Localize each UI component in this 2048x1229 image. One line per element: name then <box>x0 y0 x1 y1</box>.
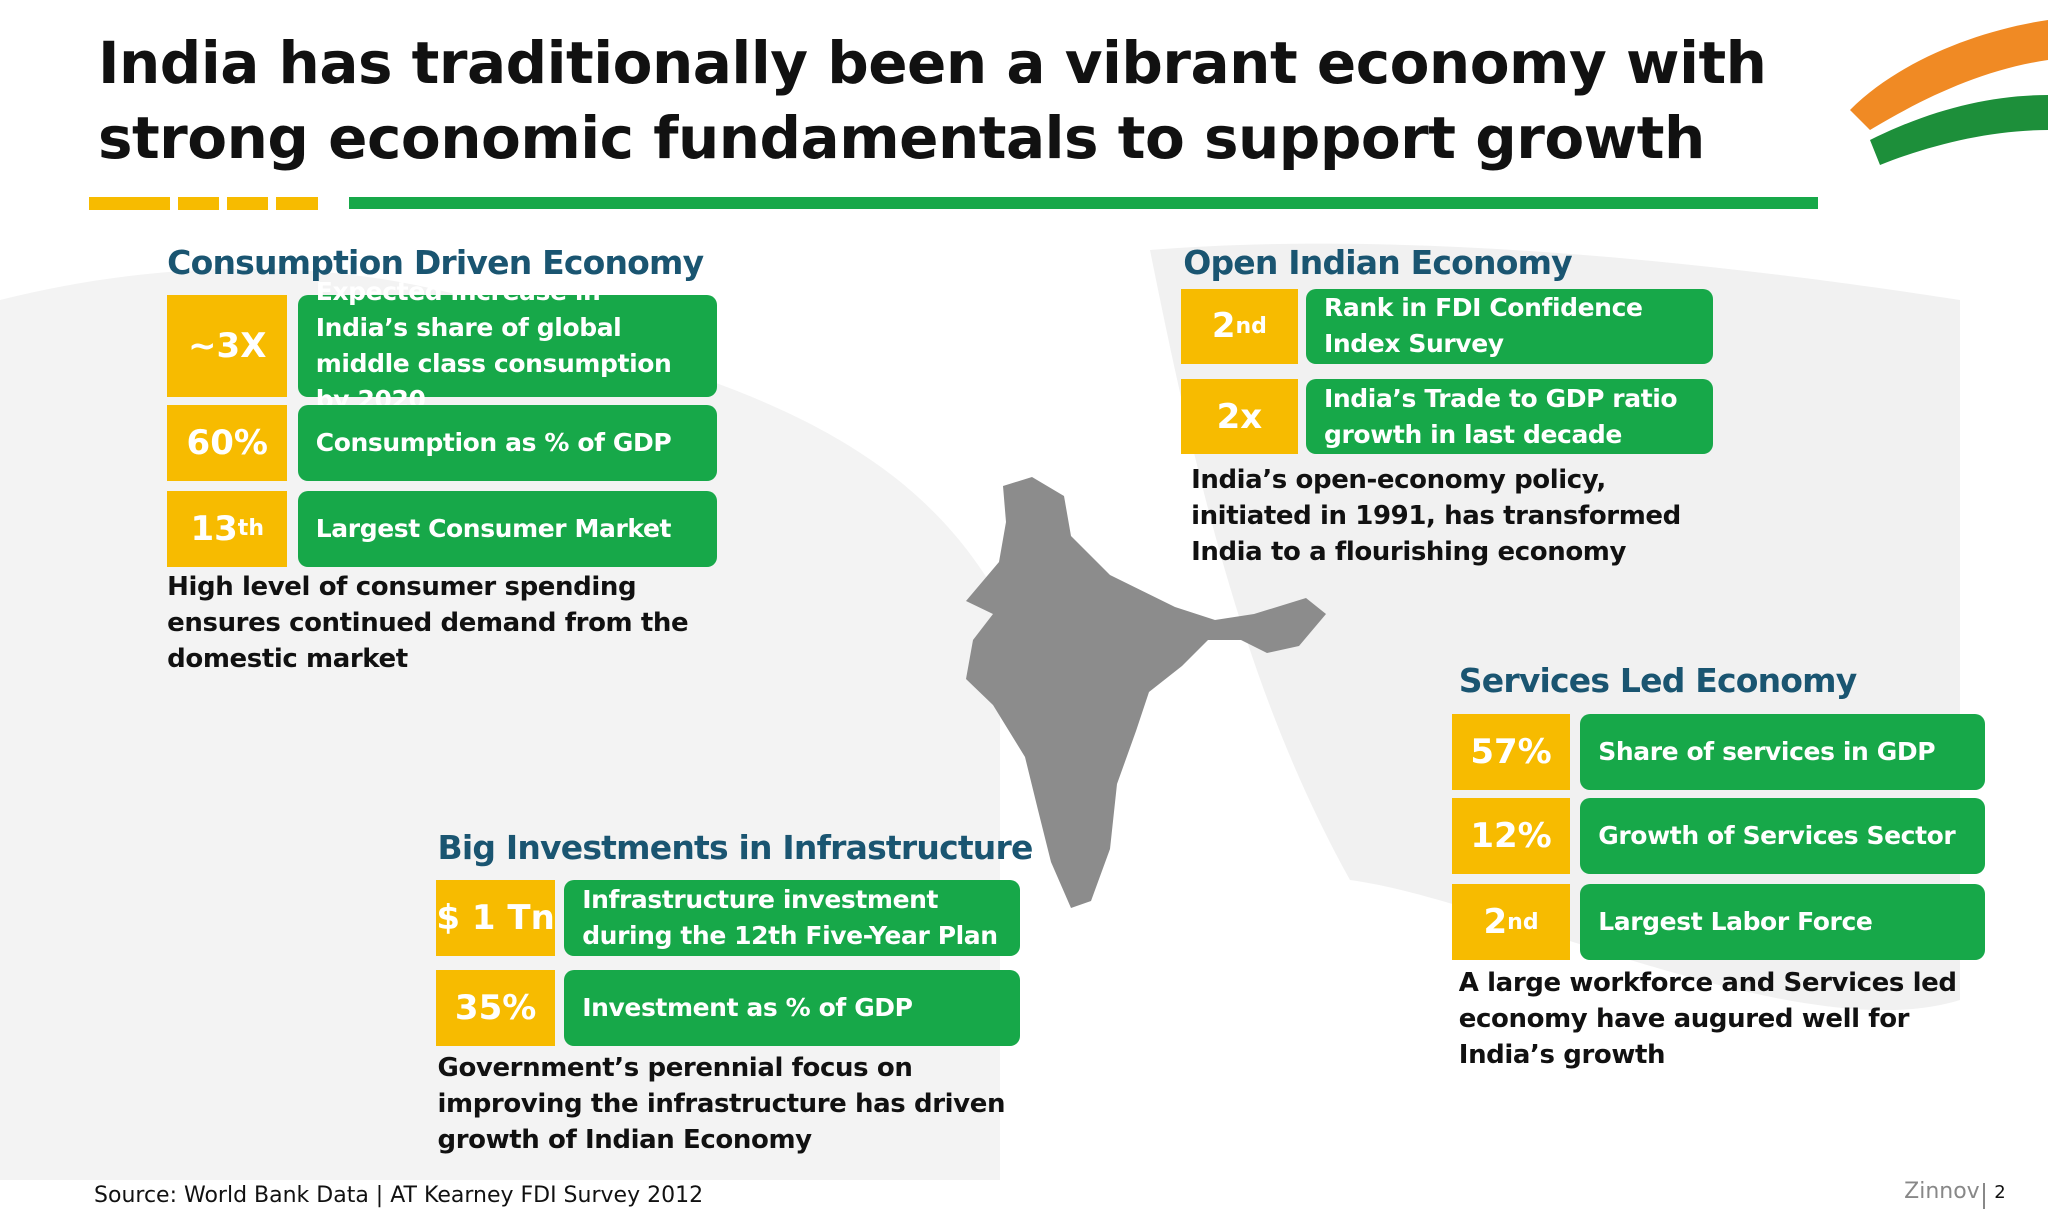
slide-title: strong economic fundamentals to support … <box>97 104 1705 173</box>
stat-number: 13 <box>190 508 238 549</box>
accent-rule <box>349 197 1818 209</box>
section-heading: Open Indian Economy <box>1183 242 1572 282</box>
section-description: A large workforce and Services led econo… <box>1458 968 1957 1071</box>
stat-number: 35% <box>454 988 537 1029</box>
stat-label: Rank in FDI Confidence Index Survey <box>1306 288 1714 365</box>
slide-title: India has traditionally been a vibrant e… <box>97 28 1767 97</box>
stat-label: Largest Labor Force <box>1580 884 1986 960</box>
stat-number: 2x <box>1216 396 1263 437</box>
stat-label: Largest Consumer Market <box>297 491 717 567</box>
stat-number: $ 1 Tn <box>436 898 555 939</box>
india-map <box>966 477 1326 908</box>
stat-number: 60% <box>186 422 268 463</box>
stat-label: Growth of Services Sector <box>1580 797 1986 874</box>
brand: Zinnov <box>1904 1179 1980 1205</box>
stat-value: ~3X <box>167 295 288 397</box>
accent-dash <box>276 197 318 210</box>
stat-suffix: nd <box>1507 909 1539 935</box>
stat-number: 12% <box>1470 815 1552 856</box>
stat-value: 60% <box>167 404 288 481</box>
section-heading: Big Investments in Infrastructure <box>437 828 1034 867</box>
stat-label: Share of services in GDP <box>1580 714 1986 791</box>
accent-dash <box>89 197 170 210</box>
flag-stripe <box>1870 95 2048 165</box>
stat-suffix: nd <box>1235 313 1267 339</box>
stat-number: 2 <box>1483 902 1508 943</box>
stat-number: ~3X <box>188 326 267 367</box>
stat-label: Consumption as % of GDP <box>297 404 717 481</box>
stat-value: 35% <box>436 970 556 1047</box>
accent-dash <box>178 197 219 210</box>
stat-value: $ 1 Tn <box>436 880 556 956</box>
section-heading: Services Led Economy <box>1458 660 1857 700</box>
stat-label: Investment as % of GDP <box>564 970 1020 1047</box>
flag-stripe <box>1850 20 2048 130</box>
stat-label: Expected increase in India’s share of gl… <box>297 277 717 414</box>
stat-number: 2 <box>1211 306 1236 347</box>
source-note: Source: World Bank Data | AT Kearney FDI… <box>94 1183 704 1209</box>
page-number: 2 <box>1994 1181 2006 1203</box>
stat-suffix: th <box>237 516 264 542</box>
separator <box>1982 1183 1985 1210</box>
section-description: Government’s perennial focus on improvin… <box>437 1053 1006 1156</box>
section-description: India’s open-economy policy, initiated i… <box>1191 465 1681 568</box>
section-description: High level of consumer spending ensures … <box>167 572 689 675</box>
accent-dash <box>227 197 268 210</box>
stat-label: India’s Trade to GDP ratio growth in las… <box>1306 378 1714 455</box>
section-heading: Consumption Driven Economy <box>167 242 704 282</box>
stat-value: 2x <box>1180 378 1299 455</box>
stat-value: 57% <box>1452 714 1570 791</box>
stat-value: 12% <box>1452 797 1570 874</box>
stat-number: 57% <box>1470 732 1552 773</box>
stat-label: Infrastructure investment during the 12t… <box>564 880 1020 956</box>
